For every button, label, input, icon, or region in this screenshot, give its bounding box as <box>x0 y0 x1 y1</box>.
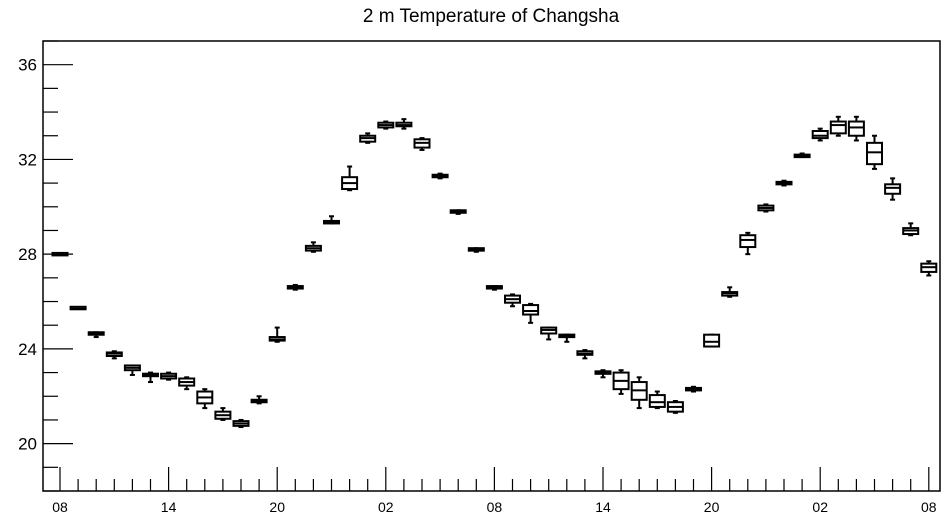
box-18 <box>377 120 395 130</box>
box-37 <box>721 286 739 298</box>
box-45 <box>866 134 883 170</box>
x-tick-label: 08 <box>487 499 503 515</box>
x-tick-label: 08 <box>52 499 68 515</box>
y-tick-label: 36 <box>18 56 37 75</box>
box-iqr <box>648 394 666 408</box>
box-29 <box>576 349 594 360</box>
box-iqr <box>866 141 883 166</box>
box-0 <box>51 251 69 257</box>
box-iqr <box>522 304 540 316</box>
box-32 <box>630 376 648 410</box>
y-tick-label: 20 <box>18 435 37 454</box>
box-24 <box>485 285 503 291</box>
box-40 <box>775 179 793 187</box>
box-iqr <box>703 333 721 348</box>
box-8 <box>196 388 214 410</box>
box-35 <box>685 385 702 393</box>
x-tick-label: 14 <box>161 499 177 515</box>
box-31 <box>612 369 630 395</box>
box-2 <box>87 331 105 339</box>
boxes-layer <box>51 115 938 429</box>
x-tick-label: 14 <box>595 499 611 515</box>
box-15 <box>323 215 340 225</box>
x-tick-label: 08 <box>921 499 937 515</box>
box-36 <box>703 333 721 348</box>
box-14 <box>304 241 322 253</box>
x-tick-label: 20 <box>704 499 720 515</box>
box-48 <box>920 260 938 277</box>
box-13 <box>286 283 304 291</box>
x-tick-label: 02 <box>378 499 394 515</box>
box-19 <box>395 118 413 130</box>
box-25 <box>504 293 521 308</box>
box-12 <box>268 326 286 343</box>
y-tick-label: 32 <box>18 150 37 169</box>
box-1 <box>69 305 87 311</box>
box-26 <box>522 302 540 324</box>
y-axis: 20 24 28 32 36 <box>18 40 73 492</box>
box-21 <box>431 172 449 180</box>
box-46 <box>884 177 902 201</box>
box-6 <box>160 371 178 381</box>
box-30 <box>594 369 612 379</box>
box-16 <box>341 165 359 192</box>
box-39 <box>757 203 775 213</box>
box-34 <box>666 400 684 414</box>
chart-title: 2 m Temperature of Changsha <box>363 6 620 27</box>
box-28 <box>558 333 576 343</box>
box-5 <box>142 371 159 384</box>
box-44 <box>847 115 865 142</box>
y-tick-label: 28 <box>18 245 37 264</box>
box-17 <box>359 132 377 144</box>
box-42 <box>811 127 829 142</box>
box-22 <box>449 209 467 215</box>
x-tick-label: 02 <box>812 499 828 515</box>
box-43 <box>829 115 847 137</box>
box-33 <box>648 390 666 410</box>
x-tick-label: 20 <box>269 499 285 515</box>
box-10 <box>232 418 250 429</box>
box-7 <box>178 376 196 391</box>
box-iqr <box>884 183 902 195</box>
box-47 <box>902 222 920 237</box>
box-4 <box>123 364 141 376</box>
box-iqr <box>829 120 847 135</box>
box-27 <box>540 326 558 341</box>
box-iqr <box>811 130 829 140</box>
box-9 <box>214 407 232 421</box>
box-3 <box>105 350 123 360</box>
y-tick-label: 24 <box>18 340 37 359</box>
box-11 <box>250 395 268 405</box>
plot-frame <box>42 40 941 492</box>
box-23 <box>467 247 485 253</box>
x-axis: 08 14 20 02 08 14 20 02 08 <box>52 467 937 515</box>
box-iqr <box>739 234 757 249</box>
box-20 <box>413 137 431 151</box>
box-iqr <box>847 120 865 137</box>
box-41 <box>793 152 811 159</box>
box-38 <box>739 231 757 256</box>
